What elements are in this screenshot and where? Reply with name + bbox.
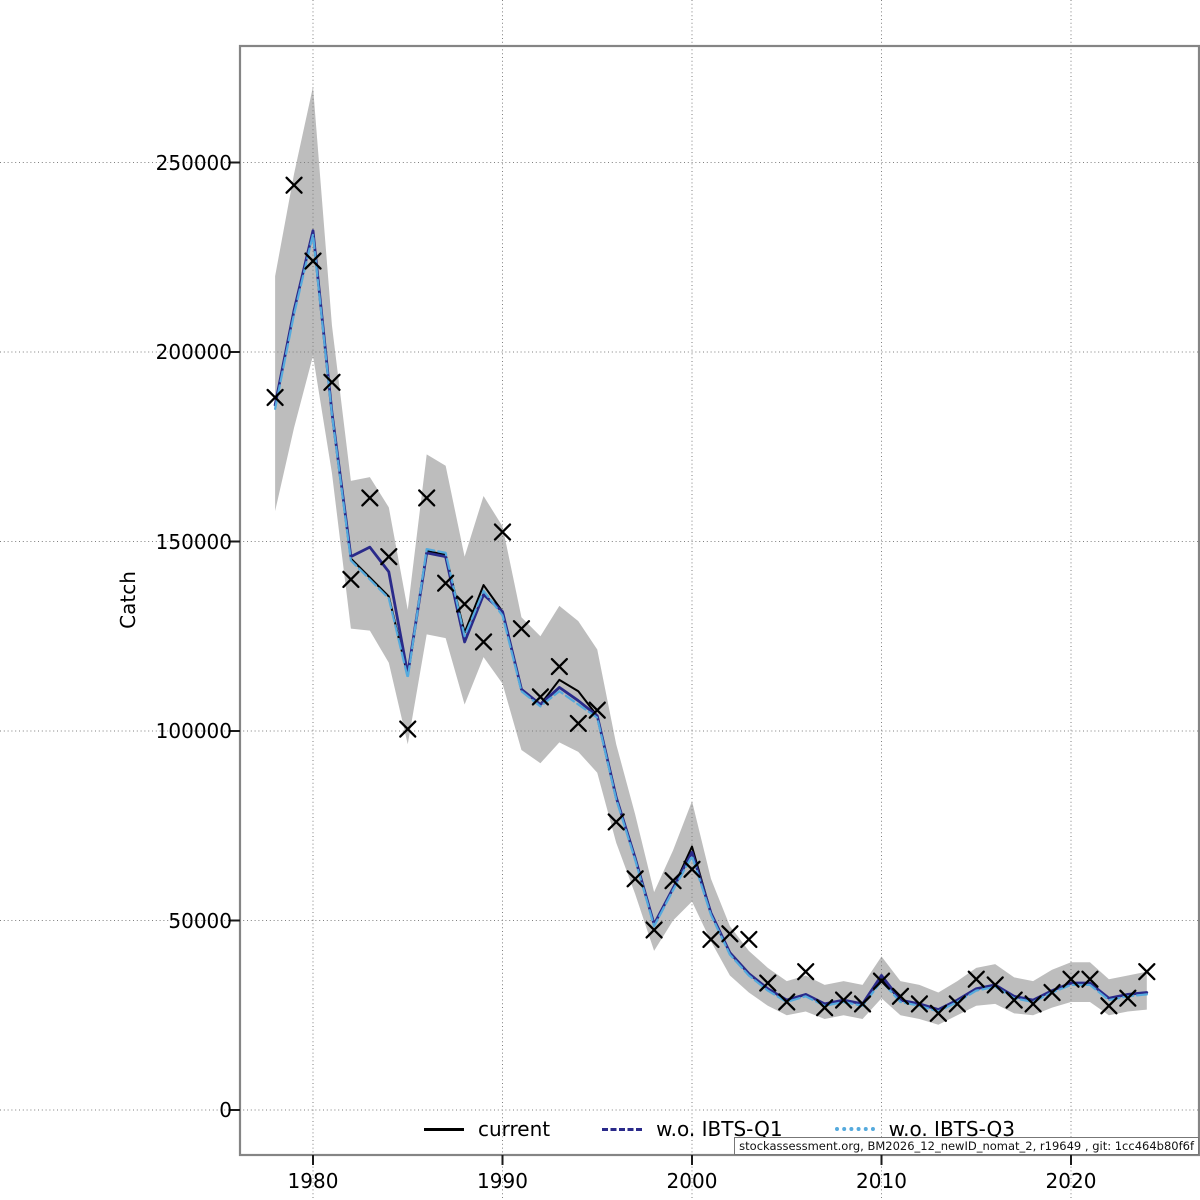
observation-marker bbox=[607, 813, 625, 831]
observation-marker bbox=[569, 714, 587, 733]
observation-marker bbox=[304, 252, 322, 270]
observation-marker bbox=[948, 995, 966, 1013]
observation-marker bbox=[967, 970, 985, 988]
observation-marker bbox=[929, 1004, 947, 1022]
observation-marker bbox=[702, 930, 720, 949]
y-tick-label: 200000 bbox=[155, 340, 232, 364]
observation-marker bbox=[266, 388, 284, 407]
observation-marker bbox=[721, 925, 739, 943]
y-tick-label: 50000 bbox=[168, 908, 232, 933]
observation-marker bbox=[437, 574, 455, 592]
x-tick-label: 2020 bbox=[1045, 1169, 1097, 1193]
observation-marker bbox=[853, 995, 872, 1013]
x-tick-label: 1980 bbox=[287, 1169, 339, 1193]
legend: current w.o. IBTS-Q1 w.o. IBTS-Q3 bbox=[240, 1112, 1199, 1146]
y-tick-label: 150000 bbox=[155, 529, 232, 554]
observation-marker bbox=[361, 489, 379, 507]
observation-marker bbox=[418, 489, 436, 507]
observation-marker bbox=[474, 633, 493, 651]
observation-marker bbox=[1119, 989, 1137, 1007]
observation-marker bbox=[1062, 970, 1080, 988]
observation-marker bbox=[1024, 995, 1042, 1013]
legend-item-current: current bbox=[423, 1117, 551, 1141]
observation-marker bbox=[399, 720, 417, 738]
legend-label-current: current bbox=[477, 1117, 551, 1141]
observation-marker bbox=[1005, 991, 1023, 1009]
observation-marker bbox=[588, 701, 606, 719]
observation-marker bbox=[778, 993, 796, 1011]
observation-marker bbox=[759, 974, 777, 992]
observation-marker bbox=[891, 987, 910, 1005]
observation-marker bbox=[910, 995, 929, 1013]
y-tick-label: 0 bbox=[219, 1098, 232, 1122]
observation-marker bbox=[531, 688, 550, 706]
x-tick-label: 2000 bbox=[666, 1169, 718, 1193]
legend-line-sample-wo-ibts-q1 bbox=[602, 1127, 643, 1131]
x-tick-label: 2010 bbox=[856, 1169, 907, 1193]
observation-marker bbox=[834, 991, 853, 1009]
observation-marker bbox=[816, 999, 834, 1017]
observation-marker bbox=[342, 570, 360, 589]
observation-marker bbox=[626, 870, 644, 888]
legend-line-sample-wo-ibts-q3 bbox=[834, 1127, 875, 1131]
observation-marker bbox=[1081, 970, 1099, 988]
observation-marker bbox=[1138, 963, 1156, 981]
observation-marker bbox=[986, 976, 1004, 994]
observation-marker bbox=[683, 860, 701, 878]
observation-marker bbox=[797, 963, 815, 981]
confidence-band bbox=[275, 86, 1147, 1025]
observation-marker bbox=[323, 373, 341, 391]
observation-marker bbox=[285, 176, 303, 194]
observation-marker bbox=[512, 620, 531, 638]
observation-marker bbox=[645, 921, 663, 939]
observation-marker bbox=[455, 595, 474, 613]
observation-marker bbox=[550, 657, 568, 676]
observation-marker bbox=[740, 930, 758, 949]
observation-marker bbox=[493, 523, 512, 541]
observation-marker bbox=[1043, 983, 1061, 1002]
y-axis-title: Catch bbox=[116, 571, 140, 629]
x-tick-label: 1990 bbox=[477, 1169, 528, 1193]
y-tick-label: 250000 bbox=[155, 150, 232, 175]
observation-marker bbox=[380, 548, 398, 566]
stockassessment-footer-note: stockassessment.org, BM2026_12_newID_nom… bbox=[734, 1137, 1199, 1155]
y-tick-label: 100000 bbox=[155, 719, 232, 743]
legend-line-sample-current bbox=[423, 1127, 464, 1131]
observation-marker bbox=[1100, 997, 1118, 1015]
observation-marker bbox=[664, 872, 682, 890]
plot-frame bbox=[238, 44, 1200, 1157]
observation-marker bbox=[872, 972, 891, 990]
